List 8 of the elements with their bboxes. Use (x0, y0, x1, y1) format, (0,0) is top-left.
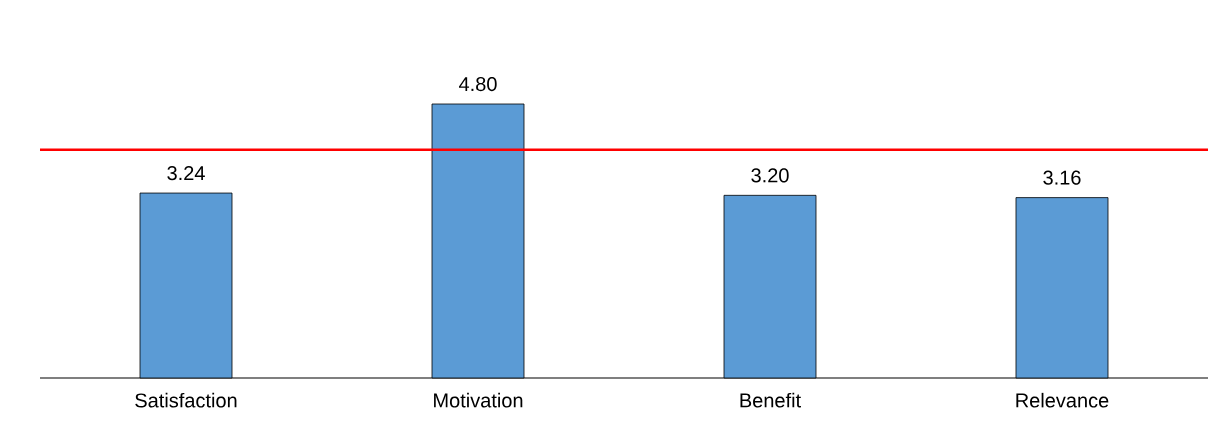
data-label: 3.20 (751, 168, 789, 183)
x-tick-label: Relevance (1016, 392, 1109, 408)
data-label: 3.24 (167, 166, 205, 181)
data-label: 4.80 (458, 76, 497, 92)
x-tick-label: Benefit (740, 392, 801, 408)
x-tick-label: Satisfaction (135, 392, 237, 408)
x-tick-label: Motivation (434, 392, 523, 408)
data-label: 3.16 (1043, 170, 1081, 185)
